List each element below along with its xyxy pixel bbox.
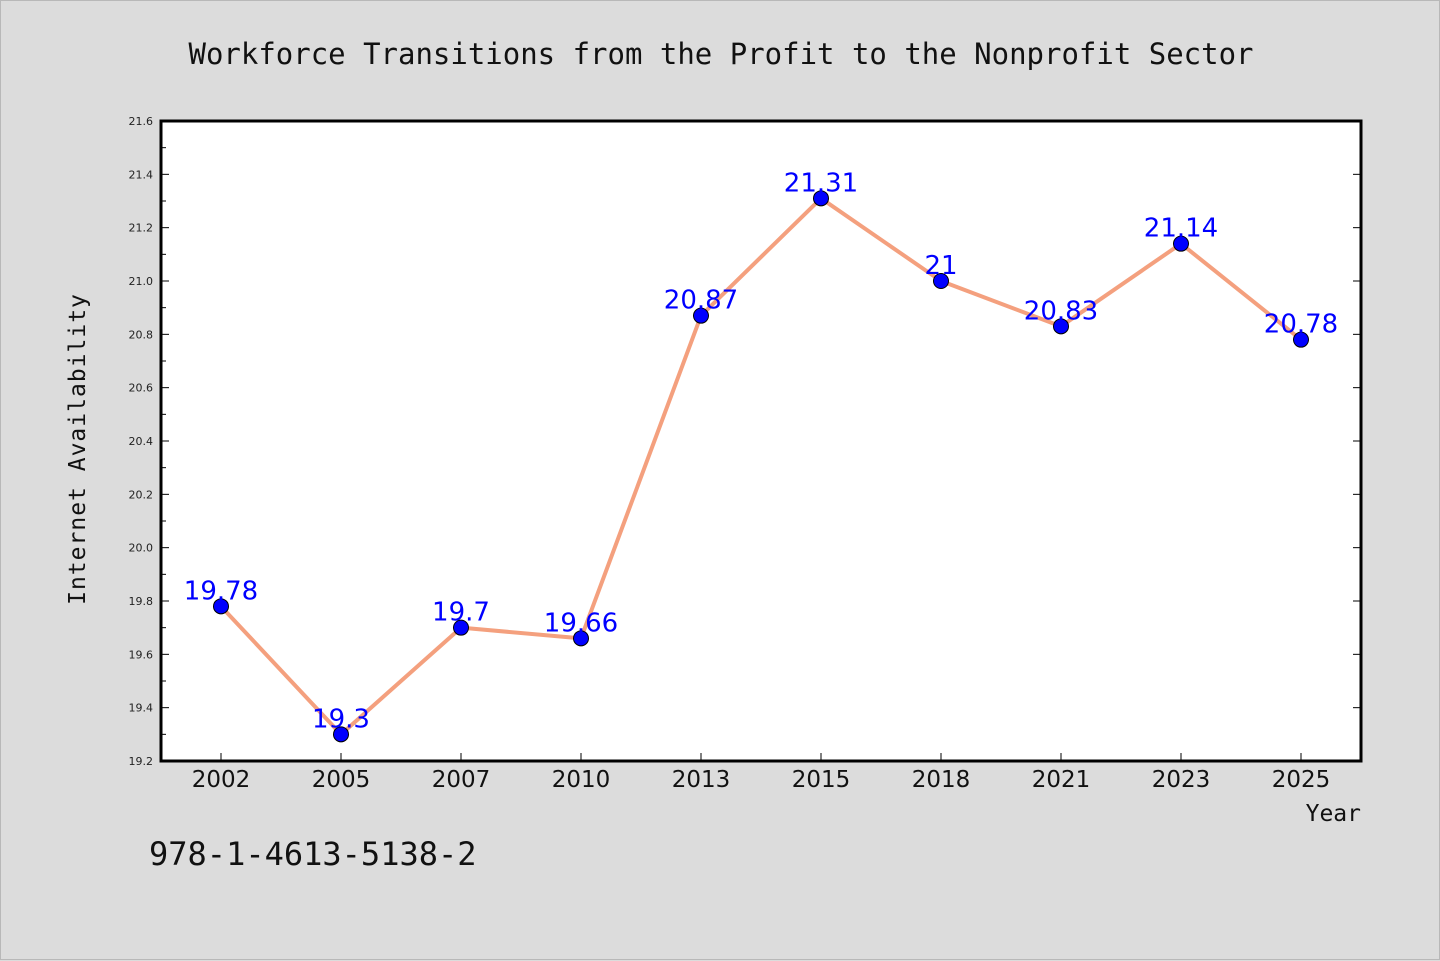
data-label: 20.78 — [1264, 310, 1338, 340]
x-axis-label: Year — [1306, 801, 1361, 827]
data-label: 19.3 — [312, 704, 370, 734]
data-label: 19.66 — [544, 608, 618, 638]
data-label: 19.78 — [184, 576, 258, 606]
data-label: 19.7 — [432, 598, 490, 628]
y-axis-label: Internet Availability — [65, 293, 91, 605]
y-tick-label: 20.6 — [129, 382, 154, 395]
data-point-marker — [1053, 318, 1069, 335]
x-tick-label: 2002 — [192, 767, 251, 793]
data-label-group: 19.78 19.3 19.7 19.66 20.87 21.31 21 20.83 21.14… — [184, 168, 1338, 734]
y-tick-label: 20.4 — [129, 435, 154, 448]
data-label: 20.83 — [1024, 296, 1098, 326]
data-point-marker — [453, 619, 469, 636]
y-tick-label: 20.2 — [129, 488, 154, 501]
y-axis: 19.2 19.4 19.6 19.8 20.0 20.2 20.4 20.6 20.8 21.0… — [129, 115, 1361, 768]
marker-group — [213, 190, 1309, 743]
y-tick-label: 20.8 — [129, 328, 154, 341]
data-label: 20.87 — [664, 286, 738, 316]
x-tick-label: 2005 — [312, 767, 371, 793]
x-tick-label: 2023 — [1152, 767, 1211, 793]
x-tick-label: 2013 — [672, 767, 731, 793]
data-label: 21.14 — [1144, 214, 1218, 244]
y-tick-label: 19.6 — [129, 648, 154, 661]
data-point-marker — [693, 307, 709, 324]
data-label: 21 — [924, 251, 957, 281]
data-point-marker — [573, 630, 589, 647]
y-tick-label: 21.6 — [129, 115, 154, 128]
y-tick-label: 20.0 — [129, 542, 154, 555]
series-line — [219, 196, 1303, 737]
data-point-marker — [1173, 235, 1189, 252]
x-tick-label: 2021 — [1032, 767, 1091, 793]
x-axis: 2002 2005 2007 2010 2013 2015 2018 2021 2023 2025 — [192, 753, 1331, 793]
data-point-marker — [1293, 331, 1309, 348]
series-line-group — [219, 196, 1303, 737]
data-label: 21.31 — [784, 168, 858, 198]
y-tick-label: 21.0 — [129, 275, 154, 288]
chart-title: Workforce Transitions from the Profit to… — [188, 37, 1253, 71]
x-tick-label: 2010 — [552, 767, 611, 793]
data-point-marker — [933, 273, 949, 289]
data-point-marker — [333, 726, 349, 743]
y-tick-label: 19.4 — [129, 702, 154, 715]
y-tick-label: 19.8 — [129, 595, 154, 608]
plot-area — [159, 119, 1363, 763]
y-tick-label: 19.2 — [129, 755, 154, 768]
x-tick-label: 2015 — [792, 767, 851, 793]
x-tick-label: 2025 — [1272, 767, 1331, 793]
data-point-marker — [213, 598, 229, 615]
data-point-marker — [813, 190, 829, 207]
y-tick-label: 21.2 — [129, 222, 154, 235]
x-tick-label: 2007 — [432, 767, 491, 793]
identifier-text: 978-1-4613-5138-2 — [149, 835, 477, 873]
x-tick-label: 2018 — [912, 767, 971, 793]
y-tick-label: 21.4 — [129, 168, 154, 181]
